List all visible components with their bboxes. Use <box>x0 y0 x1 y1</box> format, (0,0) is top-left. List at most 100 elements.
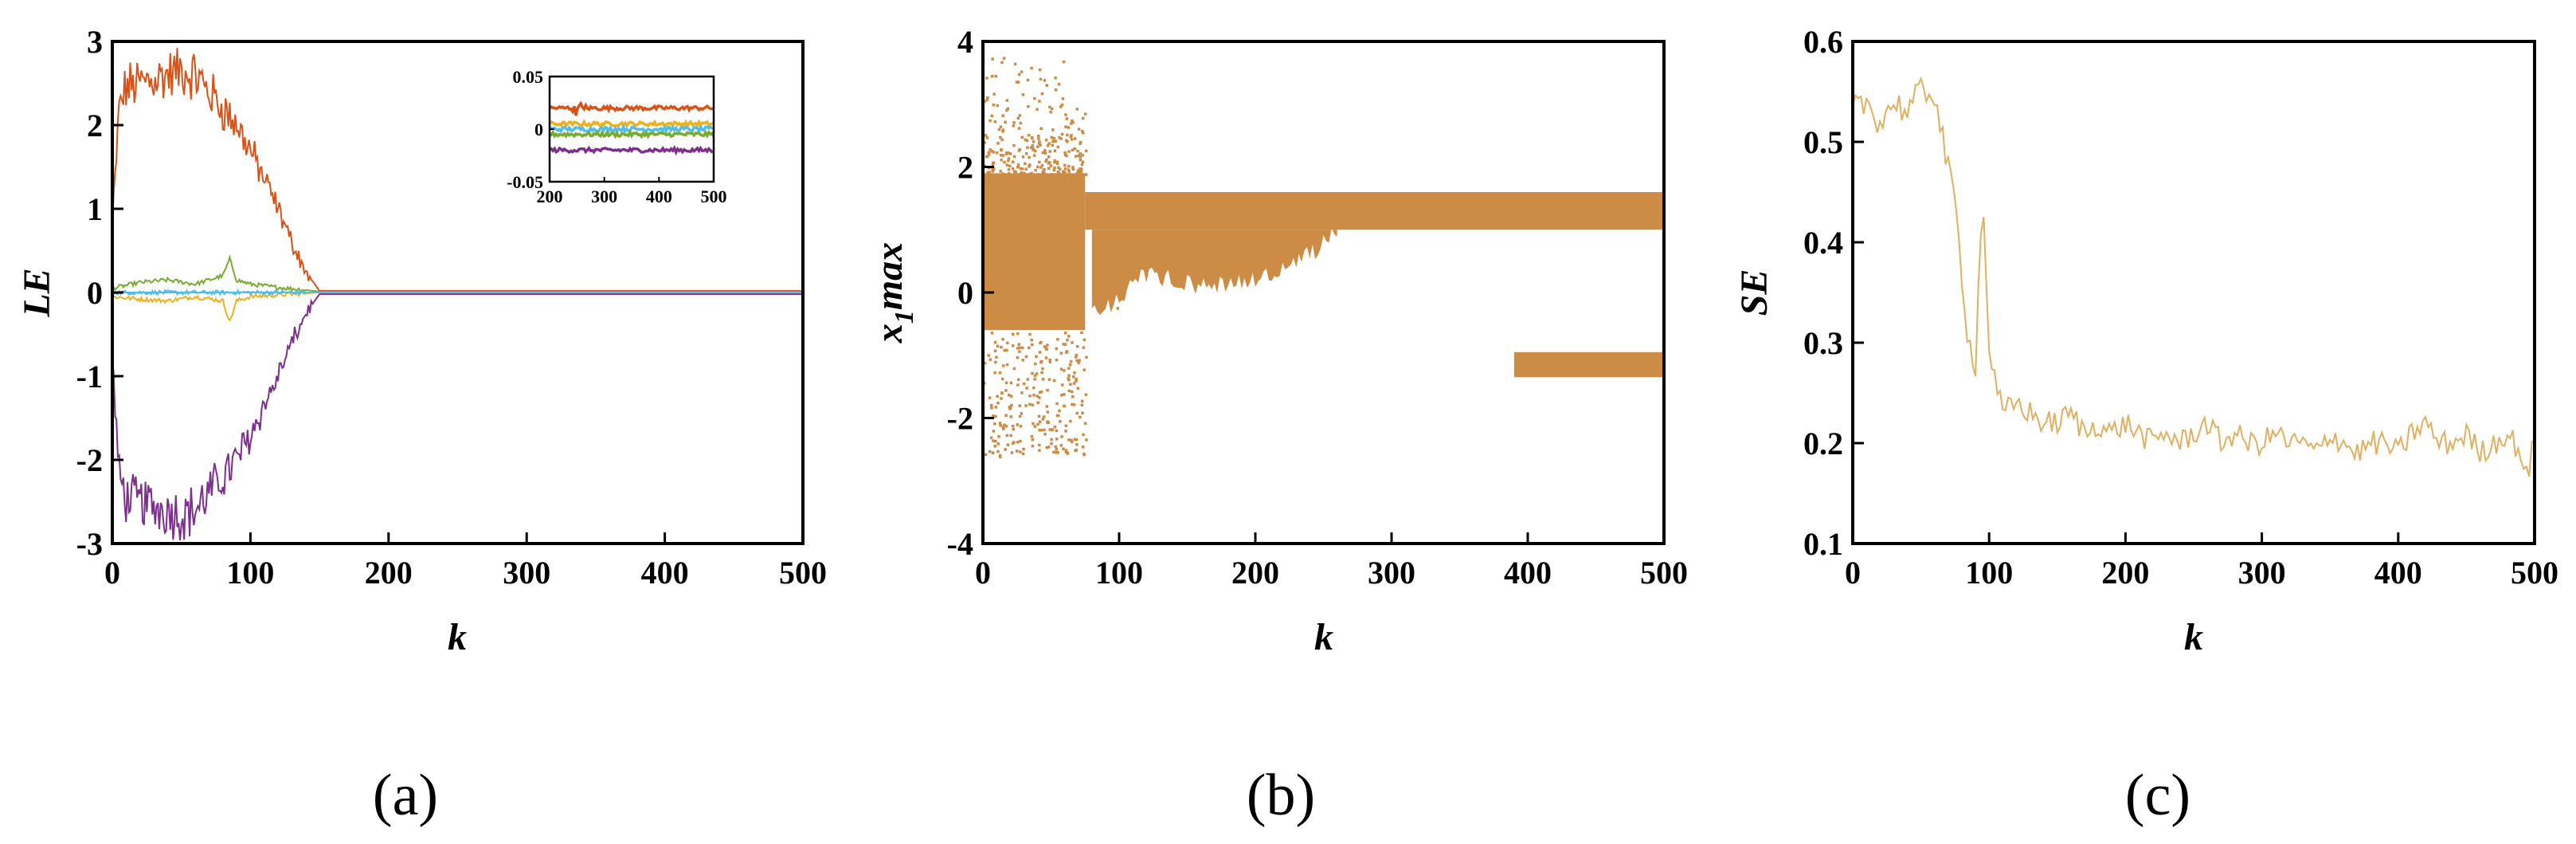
panel-a-inset: 200 300 400 500 0.05 0 -0.05 <box>507 67 726 206</box>
panel-b-point <box>1079 415 1082 419</box>
panel-b-point <box>1069 419 1072 423</box>
panel-b-ylabel-x: x <box>868 324 910 343</box>
panel-b-point <box>1038 68 1042 72</box>
panel-b-point <box>1012 441 1016 444</box>
panel-b-point <box>1037 414 1041 418</box>
panel-b-point <box>1071 120 1075 124</box>
panel-b-point <box>1024 404 1028 407</box>
panel-b-point <box>1082 116 1085 120</box>
panel-b-point <box>1039 390 1043 394</box>
panel-b-point <box>1081 130 1084 133</box>
panel-b-ylabel: x1max <box>868 242 919 343</box>
panel-b-point <box>1038 391 1042 395</box>
panel-b-point <box>1036 145 1039 148</box>
panel-b-point <box>1049 110 1052 114</box>
panel-b-point <box>1077 128 1081 131</box>
panel-b-ytick-label: 0 <box>957 275 973 311</box>
panel-b-point <box>1063 404 1067 408</box>
panel-b-point <box>987 153 991 156</box>
panel-b-point <box>1001 172 1005 175</box>
panel-b-point <box>1043 79 1047 82</box>
panel-b-point <box>1061 383 1064 387</box>
panel-b-point <box>1038 351 1042 354</box>
panel-b-point <box>1035 395 1039 398</box>
panel-b: 0 100 200 300 400 500 -4 -2 0 2 4 x1max k (b) <box>868 24 1688 828</box>
panel-b-point <box>1066 133 1069 137</box>
panel-b-point <box>1019 450 1022 453</box>
panel-b-point <box>1067 170 1071 173</box>
panel-a-xtick-label: 500 <box>779 555 827 591</box>
panel-b-point <box>1051 172 1054 176</box>
panel-b-point <box>1060 132 1064 136</box>
panel-b-lower-cloud <box>1091 227 1337 315</box>
panel-b-point <box>1047 446 1051 449</box>
panel-b-point <box>1012 344 1015 347</box>
panel-b-point <box>1025 152 1028 155</box>
panel-b-point <box>1005 163 1009 167</box>
panel-b-point <box>994 414 997 418</box>
panel-b-point <box>995 151 999 155</box>
panel-b-point <box>1036 173 1039 176</box>
panel-a-xtick-label: 0 <box>104 555 120 591</box>
panel-b-point <box>987 354 990 357</box>
panel-b-point <box>1043 149 1047 152</box>
panel-b-point <box>1067 335 1071 338</box>
panel-b-point <box>1067 389 1071 393</box>
panel-b-point <box>996 442 1000 446</box>
panel-b-point <box>990 332 994 335</box>
panel-a-inset-series-2 <box>548 124 714 135</box>
panel-b-point <box>1082 433 1085 437</box>
panel-b-point <box>1039 127 1043 130</box>
panel-b-point <box>996 142 1000 145</box>
panel-c-ytick-label: 0.4 <box>1803 225 1843 261</box>
panel-b-point <box>1071 119 1074 123</box>
panel-b-point <box>1038 443 1041 447</box>
panel-b-point <box>1033 149 1037 153</box>
panel-b-point <box>1050 442 1053 446</box>
panel-b-point <box>1074 137 1077 140</box>
panel-b-point <box>1049 164 1053 167</box>
panel-b-xtick-label: 500 <box>1640 555 1688 591</box>
panel-b-point <box>1030 434 1034 438</box>
panel-b-point <box>1075 108 1079 111</box>
panel-b-point <box>1050 438 1053 442</box>
panel-b-point <box>1043 428 1046 432</box>
panel-b-point <box>1075 378 1078 381</box>
panel-b-point <box>1044 356 1048 359</box>
panel-b-point <box>1047 378 1051 381</box>
panel-b-point <box>1036 165 1039 169</box>
panel-b-point <box>1000 138 1004 141</box>
panel-b-point <box>1067 367 1071 370</box>
panel-b-point <box>1055 451 1058 454</box>
panel-a-inset-xtick-label: 400 <box>646 186 672 206</box>
panel-b-point <box>1059 420 1062 423</box>
panel-b-point <box>1007 159 1010 163</box>
panel-b-point <box>997 128 1001 132</box>
panel-b-point <box>1075 448 1078 452</box>
panel-b-point <box>1064 424 1068 427</box>
panel-b-point <box>1047 167 1051 170</box>
panel-b-point <box>994 406 998 409</box>
panel-b-point <box>1045 84 1048 87</box>
panel-b-point <box>1109 293 1113 296</box>
panel-a-ytick-label: 1 <box>87 191 103 227</box>
panel-b-point <box>1021 93 1025 96</box>
panel-b-point <box>1042 169 1045 173</box>
panel-b-point <box>1071 341 1074 344</box>
panel-b-point <box>1071 440 1074 444</box>
panel-a-inset-ytick-label: -0.05 <box>507 172 543 192</box>
panel-b-point <box>1032 148 1035 151</box>
panel-b-point <box>1020 135 1024 139</box>
panel-b-point <box>1012 160 1015 163</box>
panel-b-point <box>999 125 1003 128</box>
panel-a-inset-series-0 <box>548 100 714 116</box>
panel-b-point <box>990 403 993 407</box>
panel-b-point <box>1053 166 1056 170</box>
panel-b-point <box>1007 394 1011 397</box>
panel-b-point <box>993 120 997 124</box>
panel-b-band-2 <box>1513 351 1664 378</box>
panel-b-point <box>1035 355 1038 359</box>
panel-b-point <box>1034 168 1037 172</box>
panel-b-point <box>991 170 994 173</box>
